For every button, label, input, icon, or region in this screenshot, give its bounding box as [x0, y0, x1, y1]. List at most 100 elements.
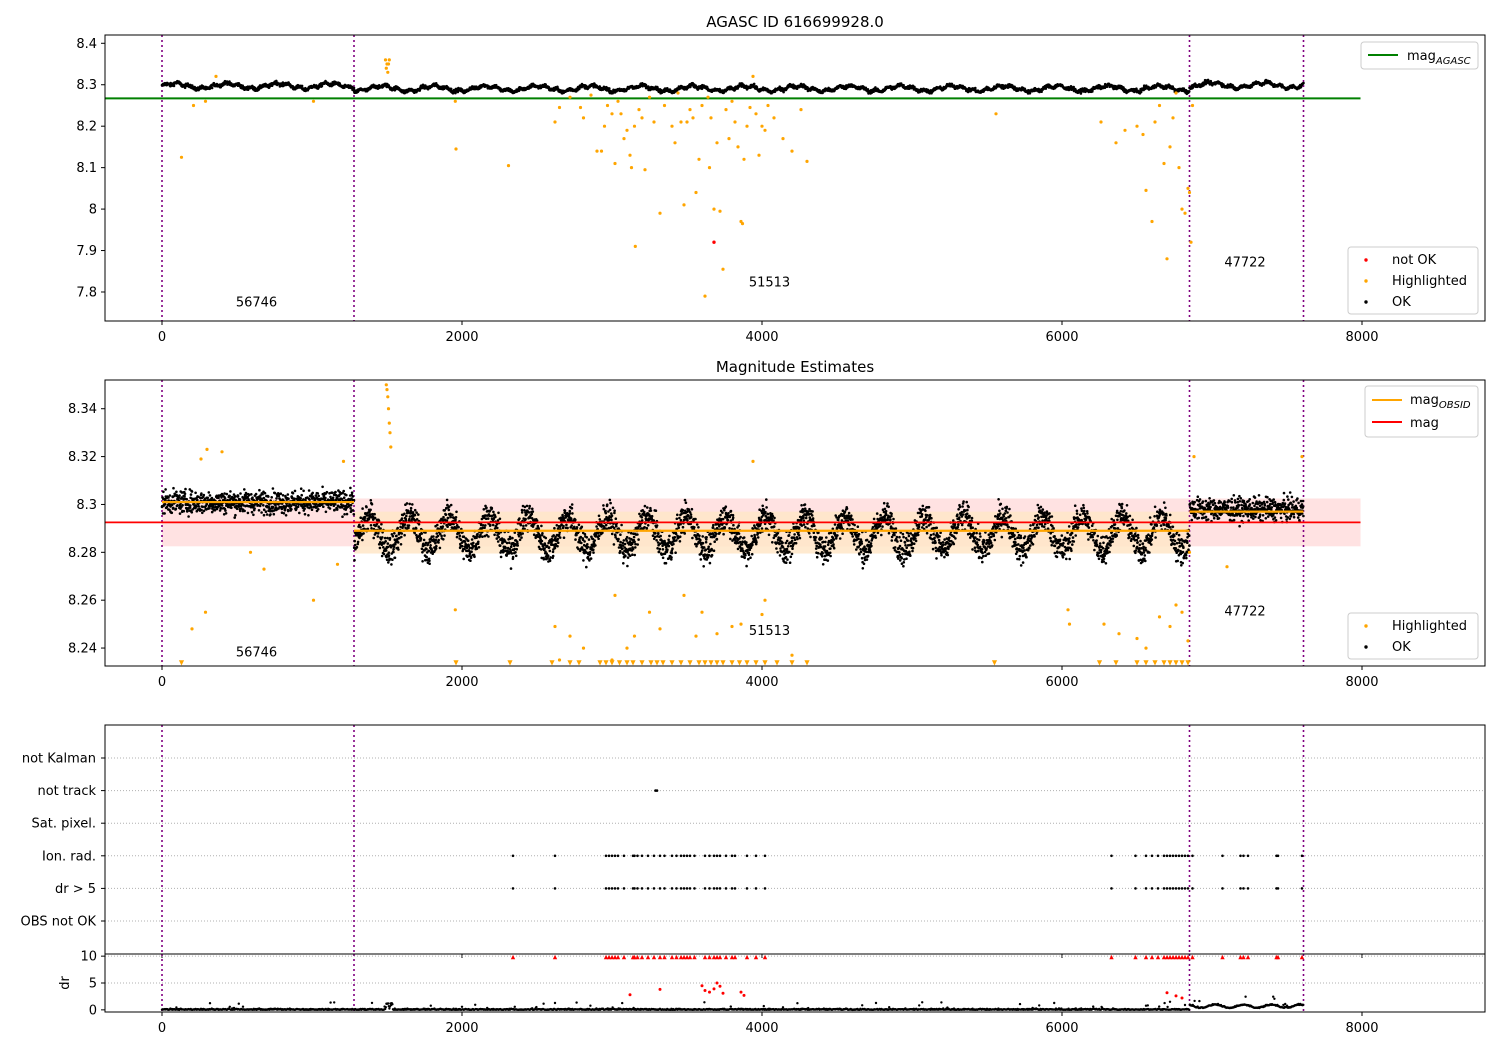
- ok-point: [273, 491, 277, 495]
- ok-point: [400, 532, 404, 535]
- ok-point: [177, 496, 181, 500]
- highlighted-point: [619, 112, 623, 116]
- ok-point: [162, 490, 165, 494]
- ok-point: [400, 535, 403, 539]
- ok-point: [324, 496, 327, 500]
- ok-point: [349, 486, 352, 490]
- ok-point: [309, 505, 313, 509]
- obsid-annotation: 47722: [1224, 255, 1265, 270]
- ok-point: [334, 490, 337, 494]
- highlighted-point: [647, 95, 652, 99]
- highlighted-point: [384, 66, 388, 70]
- ok-point: [174, 507, 178, 511]
- ok-point: [377, 525, 381, 528]
- ok-point: [342, 496, 346, 500]
- ok-point: [300, 493, 304, 497]
- ok-point: [400, 517, 404, 520]
- ok-point: [342, 489, 346, 493]
- highlighted-point: [766, 103, 770, 108]
- ok-point: [233, 495, 237, 498]
- ok-point: [372, 536, 376, 540]
- highlighted-point: [679, 120, 683, 124]
- ok-point: [184, 487, 187, 491]
- ok-point: [220, 504, 224, 507]
- highlighted-point: [453, 99, 457, 103]
- ok-point: [188, 506, 192, 510]
- highlighted-point: [602, 124, 607, 128]
- panel2-title: Magnitude Estimates: [716, 358, 874, 376]
- ok-point: [330, 491, 334, 495]
- highlighted-point: [1135, 124, 1139, 128]
- ok-point: [291, 491, 295, 495]
- highlighted-point: [1189, 240, 1193, 244]
- ok-point: [244, 491, 248, 495]
- highlighted-point: [637, 108, 641, 112]
- ok-point: [335, 508, 339, 511]
- ok-point: [398, 536, 401, 540]
- panel1-ytick-label: 7.9: [76, 244, 97, 259]
- highlighted-point: [628, 153, 632, 157]
- highlighted-point: [790, 149, 794, 153]
- ok-point: [260, 511, 263, 514]
- ok-point: [236, 494, 240, 498]
- panel1-legend-not-ok: not OK: [1392, 253, 1437, 268]
- ok-point: [262, 496, 266, 500]
- ok-point: [243, 488, 246, 491]
- ok-point: [268, 503, 271, 506]
- highlighted-point: [506, 164, 511, 168]
- highlighted-point: [613, 161, 617, 166]
- panel1-xtick-label: 6000: [1045, 330, 1078, 345]
- ok-point: [210, 496, 214, 500]
- ok-point: [224, 512, 228, 515]
- ok-point: [244, 493, 248, 497]
- ok-point: [1135, 87, 1138, 90]
- highlighted-point: [203, 99, 208, 103]
- highlighted-point: [1183, 211, 1187, 215]
- ok-point: [392, 547, 395, 551]
- ok-point: [384, 540, 388, 543]
- ok-point: [225, 492, 229, 496]
- ok-point: [314, 494, 318, 497]
- ok-point: [281, 507, 284, 510]
- ok-point: [370, 527, 373, 530]
- highlighted-point: [694, 190, 698, 195]
- highlighted-point: [745, 124, 749, 128]
- ok-point: [206, 496, 210, 500]
- highlighted-point: [610, 112, 614, 116]
- ok-point: [321, 485, 324, 489]
- highlighted-point: [616, 99, 620, 103]
- ok-point: [345, 493, 348, 497]
- highlighted-point: [454, 147, 458, 151]
- panel1-legend-highlighted: Highlighted: [1392, 274, 1467, 289]
- highlighted-point: [724, 108, 728, 112]
- panel1-xtick-label: 4000: [745, 330, 778, 345]
- ok-point: [164, 488, 167, 491]
- ok-point: [207, 491, 211, 494]
- ok-point: [183, 492, 187, 496]
- ok-point: [185, 497, 188, 501]
- ok-point: [307, 489, 311, 492]
- ok-point: [194, 491, 197, 495]
- ok-point: [170, 511, 174, 515]
- ok-point: [165, 505, 169, 509]
- ok-point: [183, 494, 186, 498]
- ok-point: [352, 86, 356, 90]
- ok-point: [340, 497, 344, 501]
- ok-point: [299, 487, 303, 491]
- panel1-legend-points: not OK Highlighted OK: [1347, 246, 1479, 315]
- ok-point: [379, 527, 382, 530]
- highlighted-point: [751, 74, 755, 78]
- highlighted-point: [652, 120, 656, 124]
- ok-point: [181, 504, 184, 507]
- ok-point: [243, 509, 246, 513]
- panel1-xtick-label: 0: [158, 330, 166, 345]
- highlighted-point: [1114, 141, 1118, 145]
- ok-point: [163, 512, 166, 515]
- ok-point: [281, 494, 285, 497]
- ok-point: [864, 86, 868, 90]
- ok-point: [302, 498, 305, 501]
- ok-point: [286, 493, 290, 496]
- ok-point: [172, 486, 175, 490]
- panel1-ytick-label: 8.2: [76, 120, 97, 135]
